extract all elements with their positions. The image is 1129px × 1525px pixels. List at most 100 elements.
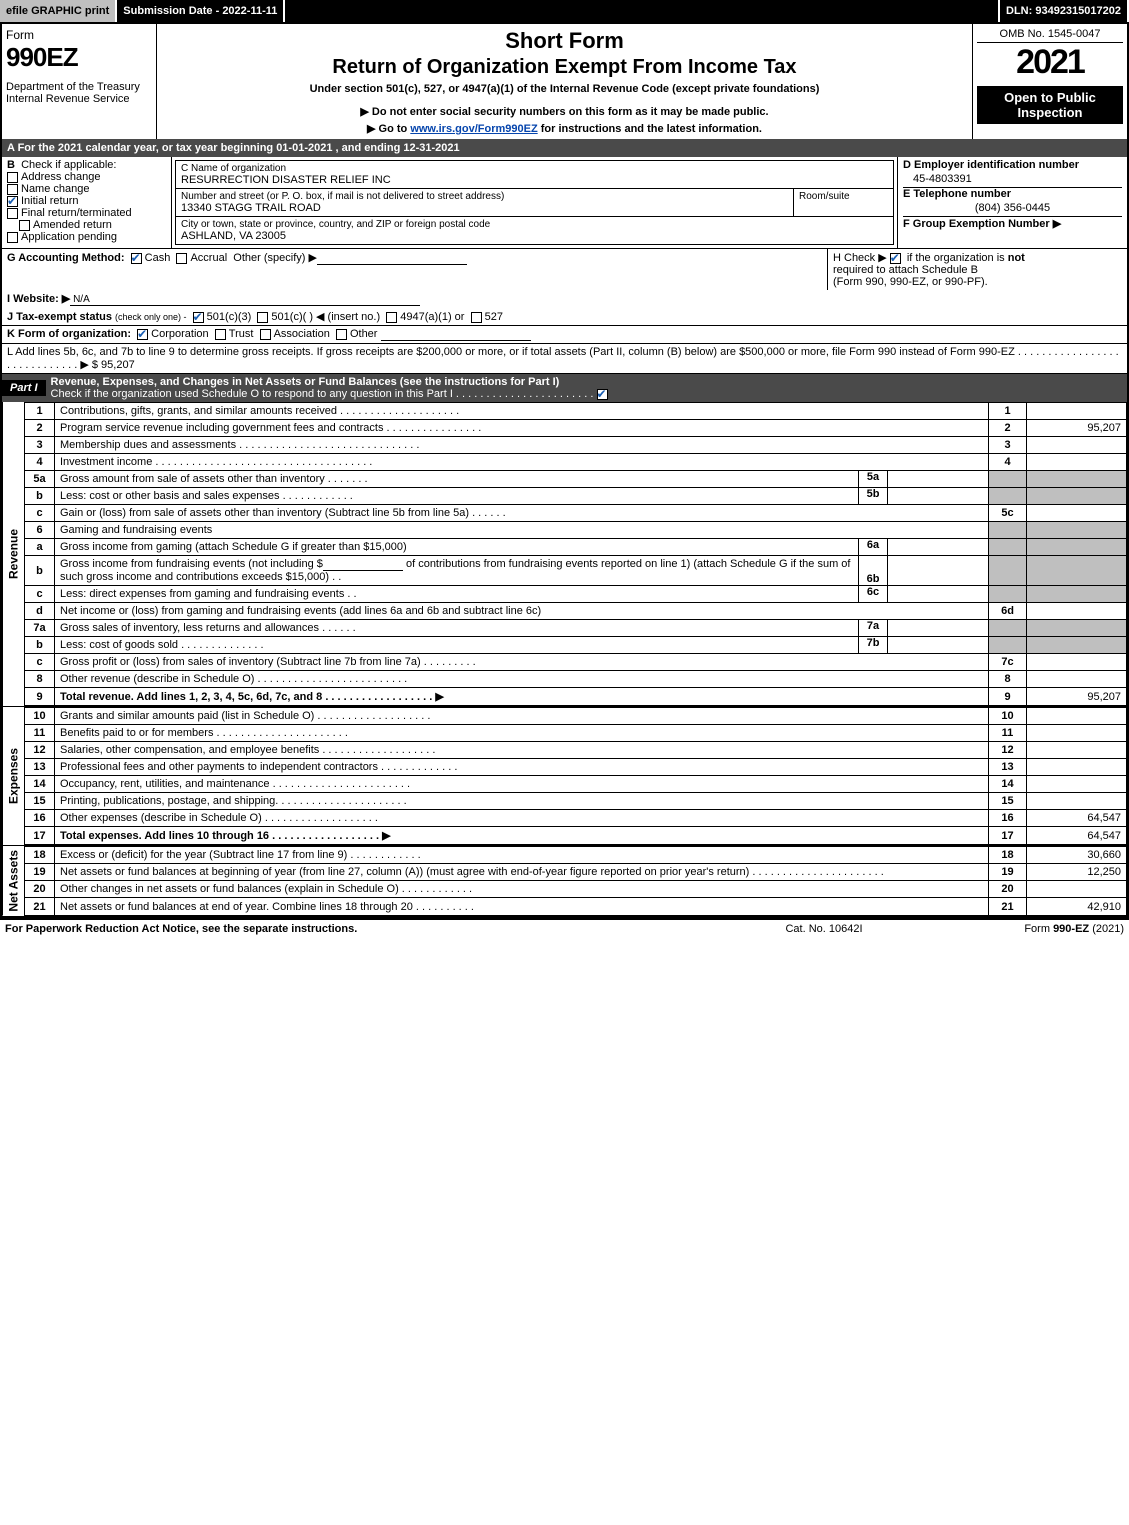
line-6c-text: Less: direct expenses from gaming and fu… <box>55 586 858 602</box>
section-k: K Form of organization: Corporation Trus… <box>2 325 1127 343</box>
city-state-zip: ASHLAND, VA 23005 <box>181 230 888 242</box>
section-l: L Add lines 5b, 6c, and 7b to line 9 to … <box>2 343 1127 373</box>
line-6-text: Gaming and fundraising events <box>55 522 989 539</box>
b-item-3: Final return/terminated <box>21 207 132 219</box>
irs-link[interactable]: www.irs.gov/Form990EZ <box>410 123 537 135</box>
dept-label: Department of the Treasury Internal Reve… <box>6 81 152 105</box>
line-13-text: Professional fees and other payments to … <box>55 759 989 776</box>
line-2-r: 2 <box>989 420 1027 437</box>
line-7a-box: 7a <box>858 620 888 636</box>
line-18-amt: 30,660 <box>1027 847 1127 864</box>
cb-part1-schedo[interactable] <box>597 389 608 400</box>
line-6b-box: 6b <box>858 556 888 585</box>
line-17-r: 17 <box>989 827 1027 845</box>
cb-initial-return[interactable] <box>7 196 18 207</box>
k-label: K Form of organization: <box>7 328 131 340</box>
cb-h[interactable] <box>890 253 901 264</box>
goto-pre: ▶ Go to <box>367 123 410 135</box>
goto-line: ▶ Go to www.irs.gov/Form990EZ for instru… <box>161 122 968 135</box>
subtitle: Under section 501(c), 527, or 4947(a)(1)… <box>161 83 968 95</box>
line-6a: aGross income from gaming (attach Schedu… <box>25 539 1127 556</box>
cb-527[interactable] <box>471 312 482 323</box>
line-19-amt: 12,250 <box>1027 864 1127 881</box>
line-12: 12Salaries, other compensation, and empl… <box>25 742 1127 759</box>
paperwork-notice: For Paperwork Reduction Act Notice, see … <box>5 923 724 935</box>
line-5a: 5aGross amount from sale of assets other… <box>25 471 1127 488</box>
line-6c-box: 6c <box>858 586 888 602</box>
phone-number: (804) 356-0445 <box>903 200 1122 216</box>
h-text3: required to attach Schedule B <box>833 264 978 276</box>
cb-accrual[interactable] <box>176 253 187 264</box>
line-16-r: 16 <box>989 810 1027 827</box>
title-short-form: Short Form <box>161 28 968 54</box>
line-7b: bLess: cost of goods sold . . . . . . . … <box>25 637 1127 654</box>
section-g-h: G Accounting Method: Cash Accrual Other … <box>2 248 1127 290</box>
part1-label: Part I <box>2 380 46 396</box>
cb-501c3[interactable] <box>193 312 204 323</box>
cb-trust[interactable] <box>215 329 226 340</box>
line-3-text: Membership dues and assessments . . . . … <box>55 437 989 454</box>
cb-address-change[interactable] <box>7 172 18 183</box>
line-20-text: Other changes in net assets or fund bala… <box>55 881 989 898</box>
line-4-amt <box>1027 454 1127 471</box>
line-13: 13Professional fees and other payments t… <box>25 759 1127 776</box>
street-address: 13340 STAGG TRAIL ROAD <box>181 202 788 214</box>
line-17: 17Total expenses. Add lines 10 through 1… <box>25 827 1127 845</box>
line-4: 4Investment income . . . . . . . . . . .… <box>25 454 1127 471</box>
line-6: 6Gaming and fundraising events <box>25 522 1127 539</box>
l-text: L Add lines 5b, 6c, and 7b to line 9 to … <box>2 344 1127 373</box>
line-10-r: 10 <box>989 708 1027 725</box>
line-5c-r: 5c <box>989 505 1027 522</box>
cb-cash[interactable] <box>131 253 142 264</box>
cb-4947[interactable] <box>386 312 397 323</box>
city-label: City or town, state or province, country… <box>181 219 888 230</box>
line-6a-box: 6a <box>858 539 888 555</box>
line-19: 19Net assets or fund balances at beginni… <box>25 864 1127 881</box>
line-5c-text: Gain or (loss) from sale of assets other… <box>55 505 989 522</box>
top-bar: efile GRAPHIC print Submission Date - 20… <box>0 0 1129 22</box>
omb-number: OMB No. 1545-0047 <box>977 28 1123 43</box>
line-12-text: Salaries, other compensation, and employ… <box>55 742 989 759</box>
cb-501c[interactable] <box>257 312 268 323</box>
line-1-amt <box>1027 403 1127 420</box>
line-6d-r: 6d <box>989 603 1027 620</box>
line-3-amt <box>1027 437 1127 454</box>
goto-post: for instructions and the latest informat… <box>538 123 762 135</box>
line-5a-box: 5a <box>858 471 888 487</box>
line-6c: cLess: direct expenses from gaming and f… <box>25 586 1127 603</box>
line-13-r: 13 <box>989 759 1027 776</box>
line-12-r: 12 <box>989 742 1027 759</box>
line-10: 10Grants and similar amounts paid (list … <box>25 708 1127 725</box>
line-1-r: 1 <box>989 403 1027 420</box>
line-19-r: 19 <box>989 864 1027 881</box>
section-j: J Tax-exempt status (check only one) ‐ 5… <box>2 308 1127 325</box>
line-7c-text: Gross profit or (loss) from sales of inv… <box>55 654 989 671</box>
line-2-text: Program service revenue including govern… <box>55 420 989 437</box>
cb-final-return[interactable] <box>7 208 18 219</box>
cb-application-pending[interactable] <box>7 232 18 243</box>
line-11: 11Benefits paid to or for members . . . … <box>25 725 1127 742</box>
line-7a-text: Gross sales of inventory, less returns a… <box>55 620 858 636</box>
b-label: B <box>7 159 15 171</box>
efile-label[interactable]: efile GRAPHIC print <box>0 0 117 22</box>
cb-other-org[interactable] <box>336 329 347 340</box>
cb-assoc[interactable] <box>260 329 271 340</box>
dln-label: DLN: 93492315017202 <box>1000 0 1129 22</box>
cb-corp[interactable] <box>137 329 148 340</box>
inspection-badge: Open to Public Inspection <box>977 86 1123 124</box>
line-7b-text: Less: cost of goods sold . . . . . . . .… <box>55 637 858 653</box>
line-1-text: Contributions, gifts, grants, and simila… <box>55 403 989 420</box>
g-other: Other (specify) ▶ <box>233 252 317 264</box>
line-16-amt: 64,547 <box>1027 810 1127 827</box>
line-19-text: Net assets or fund balances at beginning… <box>55 864 989 881</box>
g-label: G Accounting Method: <box>7 252 125 264</box>
j-opt4: 527 <box>485 311 503 323</box>
line-20-r: 20 <box>989 881 1027 898</box>
tax-year: 2021 <box>977 43 1123 82</box>
line-18: 18Excess or (deficit) for the year (Subt… <box>25 847 1127 864</box>
line-14-r: 14 <box>989 776 1027 793</box>
cb-amended[interactable] <box>19 220 30 231</box>
line-4-text: Investment income . . . . . . . . . . . … <box>55 454 989 471</box>
section-i: I Website: ▶ N/A <box>2 290 1127 308</box>
j-opt1: 501(c)(3) <box>207 311 252 323</box>
